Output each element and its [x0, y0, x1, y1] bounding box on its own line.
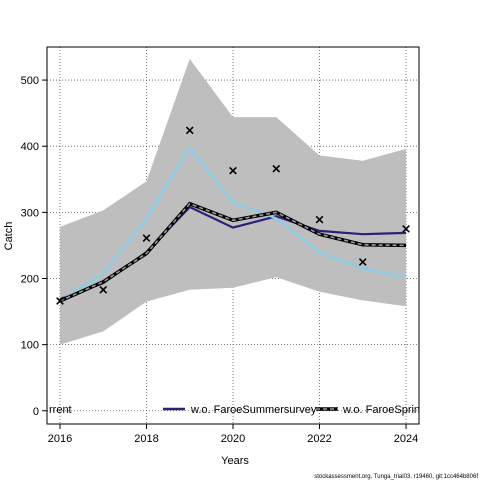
x-axis-title: Years	[221, 455, 249, 467]
y-tick-label: 0	[33, 406, 39, 418]
observation-point	[315, 215, 324, 224]
x-tick-label: 2018	[134, 433, 158, 445]
series-layer	[59, 145, 407, 303]
y-axis-ticks: 0 100 200 300 400 500	[21, 75, 47, 418]
legend-entry-current-label: rrent	[49, 404, 72, 416]
x-tick-label: 2024	[394, 433, 418, 445]
observation-point	[229, 166, 237, 175]
observation-point	[56, 297, 64, 305]
observation-point	[402, 225, 410, 233]
series-line-1	[59, 145, 407, 302]
observation-point	[185, 126, 194, 135]
observation-point	[142, 234, 151, 243]
x-axis-ticks: 2016 2018 2020 2022 2024	[48, 424, 418, 445]
series-line-current	[59, 202, 407, 302]
observation-point	[272, 164, 281, 173]
x-tick-label: 2020	[221, 433, 245, 445]
observation-point	[358, 258, 367, 266]
y-tick-label: 200	[21, 273, 39, 285]
x-tick-label: 2022	[307, 433, 331, 445]
y-tick-label: 100	[21, 340, 39, 352]
y-axis-title: Catch	[3, 222, 15, 251]
y-tick-label: 400	[21, 141, 39, 153]
observation-points	[56, 126, 410, 305]
observation-point	[99, 285, 108, 294]
legend-entry-summersurvey-label: w.o. FaroeSummersurvey	[190, 404, 317, 416]
legend: rrent w.o. FaroeSummersurvey w.o. FaroeSpr…	[49, 404, 426, 416]
footer-note: stockassessment.org, Tunga_trial03, r194…	[314, 474, 478, 480]
legend-entry-faroespring-label: w.o. FaroeSpring	[342, 404, 426, 416]
x-tick-label: 2016	[48, 433, 72, 445]
y-tick-label: 500	[21, 75, 39, 87]
y-tick-label: 300	[21, 207, 39, 219]
